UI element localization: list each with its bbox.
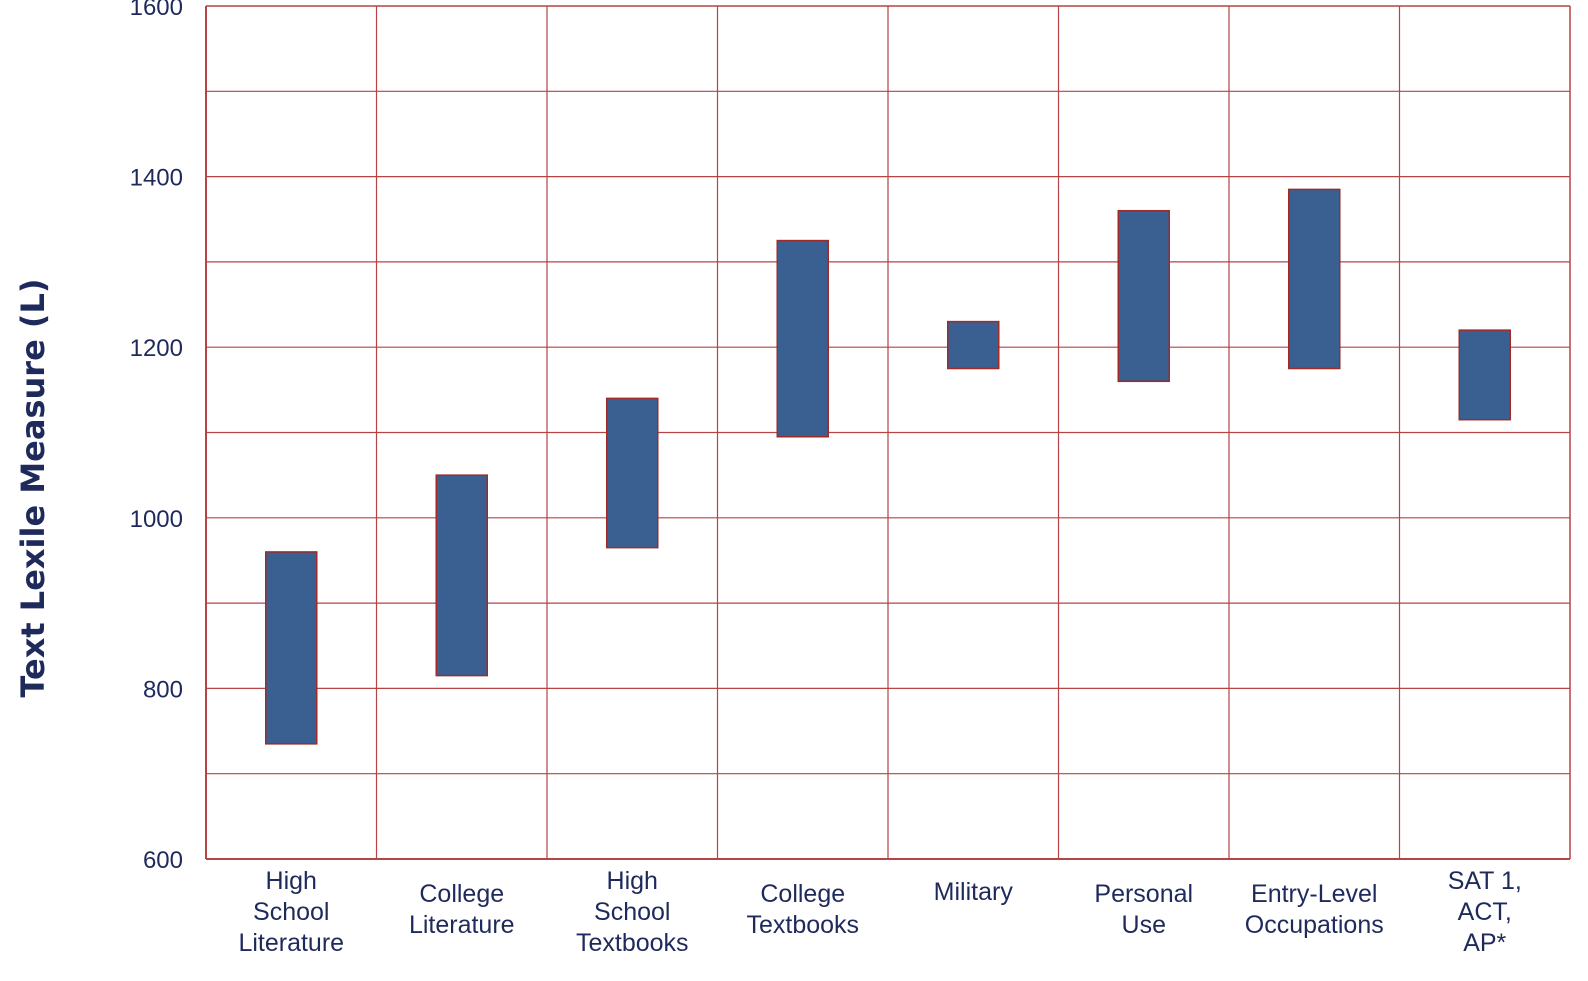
category-label-7: SAT 1, ACT, AP* bbox=[1448, 867, 1522, 957]
range-bar-5 bbox=[1117, 209, 1170, 383]
y-tick-label-600: 600 bbox=[143, 847, 183, 874]
labels: Text Lexile Measure (L) 600 800 1000 1200 14… bbox=[14, 0, 1522, 957]
range-bar-3 bbox=[776, 239, 829, 438]
category-label-0: High School Literature bbox=[238, 867, 344, 957]
y-tick-label-800: 800 bbox=[143, 676, 183, 703]
category-label-4: Military bbox=[934, 878, 1014, 906]
range-bar-0 bbox=[265, 551, 318, 745]
category-label-6: Entry-Level Occupations bbox=[1245, 880, 1384, 939]
y-axis-label: Text Lexile Measure (L) bbox=[14, 278, 52, 697]
bars bbox=[265, 188, 1511, 745]
y-tick-label-1000: 1000 bbox=[130, 506, 183, 533]
range-bar-7 bbox=[1458, 329, 1511, 421]
range-bar-1 bbox=[435, 474, 488, 677]
range-bar-6 bbox=[1288, 188, 1341, 370]
grid bbox=[206, 6, 1570, 859]
y-tick-label-1600: 1600 bbox=[130, 0, 183, 21]
y-tick-label-1400: 1400 bbox=[130, 165, 183, 192]
y-tick-label-1200: 1200 bbox=[130, 335, 183, 362]
category-label-2: High School Textbooks bbox=[576, 867, 689, 957]
category-label-1: College Literature bbox=[409, 880, 515, 939]
category-label-5: Personal Use bbox=[1094, 880, 1193, 939]
category-label-3: College Textbooks bbox=[746, 880, 859, 939]
axes bbox=[205, 5, 1571, 860]
range-bar-4 bbox=[947, 320, 1000, 370]
range-bar-2 bbox=[606, 397, 659, 549]
